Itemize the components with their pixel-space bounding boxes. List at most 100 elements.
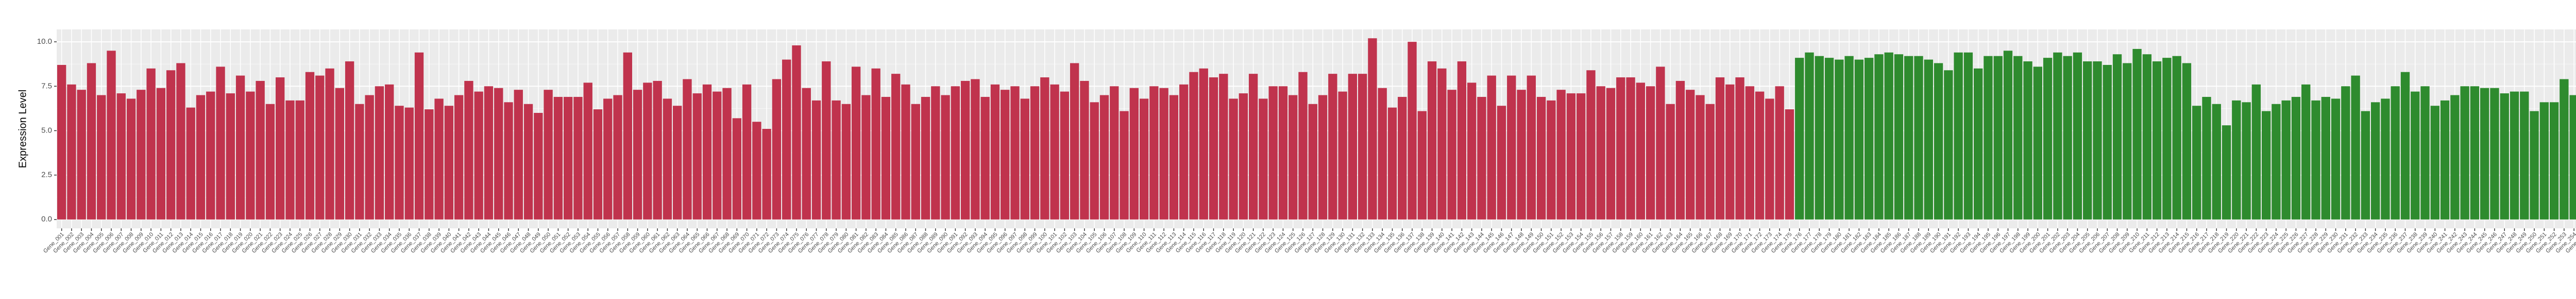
bar (1815, 56, 1824, 220)
bar (1417, 111, 1427, 220)
bar (2232, 100, 2241, 220)
bar (1696, 95, 1705, 220)
bar (116, 93, 126, 220)
bar (87, 63, 96, 220)
bar (1229, 98, 1238, 220)
bar (702, 84, 712, 220)
bar (2391, 86, 2400, 220)
bar (832, 100, 841, 220)
bar (2420, 86, 2430, 220)
bar (1318, 95, 1328, 220)
bar (544, 90, 553, 220)
bar (732, 118, 741, 220)
bar (692, 93, 702, 220)
bar (2033, 67, 2042, 220)
bar (2351, 75, 2360, 220)
bar (2083, 61, 2092, 220)
bar (265, 104, 275, 220)
bar (1387, 107, 1397, 220)
bar (1944, 70, 1953, 220)
bar (186, 107, 195, 220)
bar (1775, 86, 1784, 220)
bar (2043, 58, 2053, 220)
bar (1120, 111, 1129, 220)
bar (1596, 86, 1605, 220)
bar (2480, 88, 2489, 220)
bar (2063, 56, 2072, 220)
bar (375, 86, 384, 220)
bar (315, 75, 325, 220)
bar (107, 51, 116, 220)
bar (603, 98, 613, 220)
bar (2520, 91, 2529, 220)
bar (1219, 74, 1228, 220)
bar (444, 106, 454, 220)
bar (504, 102, 513, 220)
bar (1974, 68, 1983, 220)
bar (722, 88, 732, 220)
bar (206, 91, 215, 220)
bar (1854, 59, 1864, 220)
bar (2212, 104, 2221, 220)
bar (901, 84, 910, 220)
bar (1715, 77, 1725, 220)
bar (1050, 84, 1059, 220)
bar (137, 90, 146, 220)
bar (385, 84, 394, 220)
bar (683, 79, 692, 220)
bar (1934, 63, 1943, 220)
bar (851, 67, 861, 220)
bar (1477, 96, 1486, 220)
bar (1616, 77, 1625, 220)
bar (1298, 72, 1308, 220)
bar (1199, 68, 1208, 220)
bar (1686, 90, 1695, 220)
bar (235, 75, 245, 220)
bar (2053, 52, 2062, 220)
bar (2381, 98, 2390, 220)
bar (2560, 79, 2569, 220)
bar (414, 52, 424, 220)
bar (305, 72, 315, 220)
bar (623, 52, 632, 220)
bar (97, 95, 106, 220)
bar (881, 96, 891, 220)
bar (2411, 91, 2420, 220)
bar (2490, 88, 2499, 220)
bar (1179, 84, 1189, 220)
bar (1844, 56, 1854, 220)
bar (2073, 52, 2082, 220)
bar (1577, 93, 1586, 220)
bar (553, 96, 563, 220)
bar (2222, 125, 2231, 220)
bar (2172, 56, 2181, 220)
bar (990, 84, 1000, 220)
bar (752, 122, 761, 220)
bar (1040, 77, 1049, 220)
bar (1735, 77, 1744, 220)
bar (1606, 88, 1616, 220)
bar (1129, 88, 1139, 220)
bar (166, 70, 176, 220)
bar (1646, 86, 1655, 220)
bar (713, 91, 722, 220)
bar (1308, 104, 1317, 220)
y-tick-label: 2.5 (41, 171, 52, 179)
bar (951, 86, 960, 220)
bar (395, 106, 404, 220)
bar (325, 68, 334, 220)
bar (772, 79, 782, 220)
bar (2123, 63, 2132, 220)
bar (1824, 58, 1834, 220)
bar (871, 68, 880, 220)
bar (2370, 102, 2380, 220)
bar (1358, 74, 1367, 220)
bar (1338, 91, 1347, 220)
bar (1785, 109, 1794, 220)
bar (2261, 111, 2271, 220)
bar (1536, 96, 1546, 220)
bar (2003, 51, 2013, 220)
bar (2341, 86, 2350, 220)
bar (1656, 67, 1665, 220)
bar (1586, 70, 1596, 220)
